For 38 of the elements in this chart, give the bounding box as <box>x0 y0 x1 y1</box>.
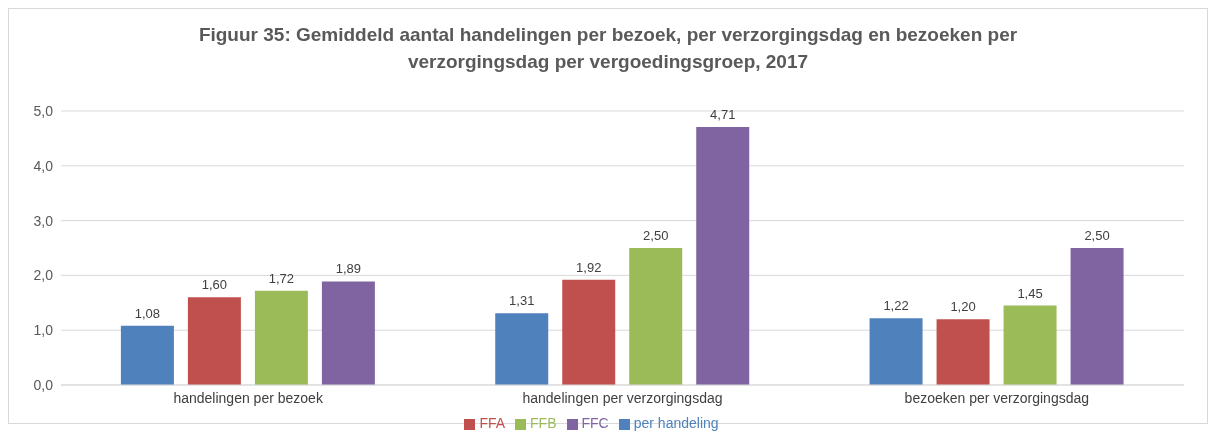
chart-title: Figuur 35: Gemiddeld aantal handelingen per bezoek, per verzorgingsdag en bezoeken per verzorgingsdag per vergoedingsgroep, 2017 <box>197 23 1019 74</box>
bar <box>629 248 683 385</box>
y-tick-label: 4,0 <box>33 157 54 174</box>
bar <box>696 126 750 385</box>
bar <box>187 297 241 385</box>
data-label: 1,31 <box>509 293 535 309</box>
x-tick-label: handelingen per verzorgingsdag <box>522 389 723 406</box>
bar <box>1003 305 1057 385</box>
bar <box>495 313 549 385</box>
data-label: 4,71 <box>710 106 736 122</box>
y-tick-label: 3,0 <box>33 212 54 229</box>
bar <box>562 279 616 385</box>
y-tick-label: 2,0 <box>33 267 54 284</box>
data-label: 1,72 <box>268 270 295 286</box>
data-label: 1,89 <box>335 261 362 277</box>
x-tick-label: handelingen per bezoek <box>173 389 324 406</box>
bar <box>936 319 990 385</box>
data-label: 1,20 <box>950 299 976 315</box>
legend-label: per handeling <box>633 415 719 431</box>
data-label: 2,50 <box>1084 228 1110 243</box>
x-tick-label: bezoeken per verzorgingsdag <box>904 389 1090 406</box>
bar <box>321 281 375 385</box>
data-label: 1,22 <box>883 298 909 314</box>
bar <box>254 290 308 385</box>
bar <box>869 318 923 385</box>
bar <box>1070 248 1124 385</box>
data-label: 2,50 <box>643 228 669 243</box>
data-label: 1,08 <box>134 305 161 321</box>
bar <box>120 325 174 385</box>
y-tick-label: 1,0 <box>33 322 54 339</box>
legend-label: FFB <box>530 415 557 431</box>
y-tick-label: 5,0 <box>33 102 54 119</box>
data-label: 1,60 <box>201 277 228 293</box>
legend-label: FFA <box>479 415 506 431</box>
y-tick-label: 0,0 <box>33 376 54 393</box>
data-label: 1,92 <box>576 259 602 275</box>
data-label: 1,45 <box>1017 285 1043 301</box>
legend-label: FFC <box>581 415 609 431</box>
